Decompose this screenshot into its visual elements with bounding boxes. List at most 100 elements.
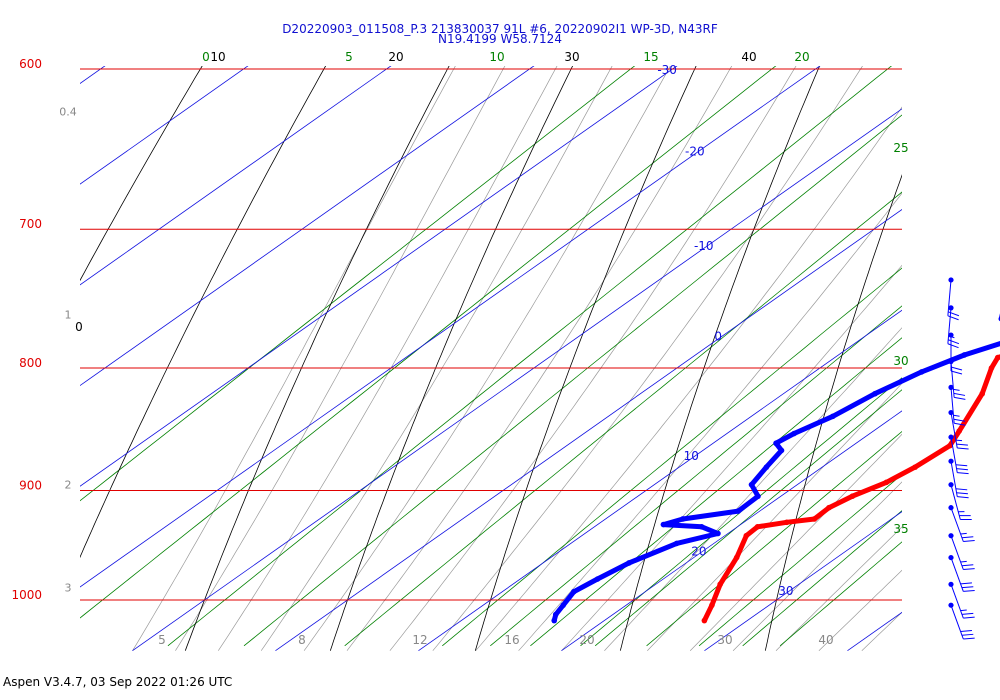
mixing-ratio-label: 0 [202,50,210,64]
dry-adiabat-line [184,66,450,651]
wind-barb [948,358,966,400]
mixing-ratio-line [594,389,902,647]
wind-barb-feather [960,582,972,585]
mixing-ratio-line [243,114,902,647]
dewpoint-profile-point [791,430,797,437]
dewpoint-profile-point [830,413,836,420]
mixing-ratio-line [80,66,777,619]
dewpoint-profile-point [660,521,667,528]
chart-title-line1: D20220903_011508_P.3 213830037 91L #6, 2… [282,22,718,36]
height-label: 3 [65,581,72,594]
wind-barb [948,602,975,640]
moist-adiabat-line [303,66,671,651]
wind-barb-feather [947,315,959,321]
isotherm-line [80,66,678,487]
dewpoint-profile-point [773,440,779,447]
wind-barb-staff [947,307,952,344]
temperature-profile-point [826,504,832,511]
wind-barb-feather [957,447,969,450]
dry-adiabat-line [474,66,697,651]
moist-adiabat-line [260,66,613,651]
wind-barb [948,554,975,592]
mixing-ratio-label: 10 [489,50,504,64]
wind-barb [948,434,969,475]
isotherms [80,66,902,652]
wind-barb [948,482,972,521]
dewpoint-profile-point [872,390,878,397]
dewpoint-profile-point [715,530,721,537]
isotherm-label: -10 [694,239,714,253]
wind-barb-feather [954,396,966,400]
wind-barb-staff [950,535,964,570]
wind-barb-feather [961,536,974,539]
mixing-ratio-line [80,66,636,502]
pressure-label: 1000 [11,588,42,602]
moist-adiabat-line [604,327,902,651]
temperature-profile-point [947,442,953,449]
mixing-ratio-line [344,191,902,647]
wind-barb-feather [948,311,960,317]
wind-barb-feather [950,370,963,375]
wind-barb-feather [950,366,963,371]
dry-adiabat-line [329,66,574,651]
pressure-label: 700 [19,217,42,231]
dewpoint-profile-point [560,602,567,608]
temperature-axis-label: 5 [158,633,166,647]
wind-barb-half-feather [960,609,967,612]
temperature-axis-label: 8 [298,633,306,647]
dry-adiabat-label: 20 [388,50,403,64]
wind-barb-feather [956,443,968,446]
isobars [80,68,902,601]
mixing-ratio-line [646,430,902,647]
wind-barb-staff [950,507,964,542]
dewpoint-profile-point [552,611,559,618]
temperature-profile-point [912,464,918,470]
mixing-ratio-line [698,473,902,647]
wind-barb-feather [963,616,975,619]
mixing-ratio-label: 15 [643,50,658,64]
wind-barb-feather [956,492,968,495]
moist-adiabat-line [647,382,902,651]
wind-barb [948,533,975,571]
wind-barb-staff [950,361,955,398]
dewpoint-profile-point [763,464,770,470]
pressure-label: 600 [19,57,42,71]
wind-barb-half-feather [953,414,960,417]
mixing-ratio-line [742,510,902,647]
mixing-ratio-line [530,337,902,647]
wind-barb-half-feather [960,532,967,535]
temperature-axis-label: 12 [412,633,427,647]
dry-adiabat-line [0,43,93,651]
temperature-profile-point [701,617,708,624]
wind-barb-feather [956,468,968,471]
moist-adiabat-line [818,569,902,651]
isotherm-line [80,66,392,286]
moist-adiabat-line [775,526,902,651]
temperature-profile-point [883,479,890,486]
temperature-profile-point [743,532,750,539]
temperature-profile-point [811,516,818,522]
wind-barb-feather [963,568,975,571]
isotherm-label: 30 [778,584,793,598]
mixing-ratio-line [167,66,892,647]
moist-adiabat-line [732,481,902,651]
temperature-profile-point [709,602,715,608]
height-label: 1 [65,309,72,322]
height-label: 0.4 [59,105,77,118]
software-footer: Aspen V3.4.7, 03 Sep 2022 01:26 UTC [3,675,233,689]
temperature-profile-point [956,428,962,434]
mixing-ratio-line [442,267,902,647]
moist-adiabat-line [175,66,506,651]
temperature-profile-point [733,554,740,561]
moist-adiabat-line [218,66,558,651]
temperature-profile-point [754,523,761,530]
wind-barb [948,581,975,619]
temperature-profile-point [979,390,985,397]
dewpoint-profile-point [918,369,925,375]
isotherm-label: 20 [691,544,706,558]
temperature-profile-point [783,519,790,526]
dry-adiabat-label: 40 [741,50,756,64]
wind-barb [947,277,960,321]
wind-barb-feather [955,464,968,467]
